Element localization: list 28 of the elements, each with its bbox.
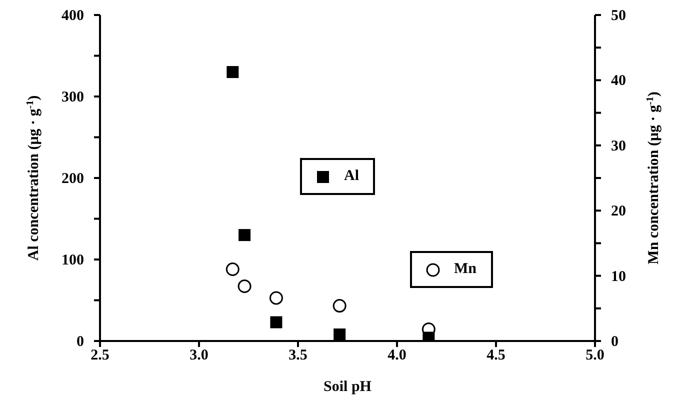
point — [238, 279, 252, 293]
y2-tick-label: 0 — [611, 334, 618, 350]
y-tick-label: 400 — [62, 8, 84, 24]
y-tick-label: 0 — [76, 334, 84, 350]
point — [226, 262, 240, 276]
x-tick-label: 4.5 — [486, 348, 506, 364]
point — [332, 299, 346, 313]
y-tick-label: 300 — [62, 90, 84, 106]
point — [238, 229, 251, 242]
y2-tick-label: 30 — [611, 138, 626, 154]
y2-tick-label: 20 — [611, 204, 626, 220]
point — [269, 291, 283, 305]
x-tick-label: 2.5 — [90, 348, 110, 364]
x-tick-label: 3.0 — [190, 348, 208, 364]
y2-tick-label: 10 — [611, 268, 626, 285]
x-axis-title: Soil pH — [324, 379, 372, 395]
point — [334, 328, 346, 340]
point — [226, 66, 239, 78]
y-tick-label: 200 — [62, 171, 84, 187]
y2-tick-label: 40 — [611, 73, 626, 90]
legend-label: Al — [344, 168, 359, 185]
x-tick-label: 3.5 — [288, 348, 308, 364]
y-tick-label: 100 — [62, 252, 84, 268]
x-tick-label: 4.0 — [388, 348, 406, 364]
x-tick-label: 5.0 — [586, 348, 604, 364]
y2-tick-label: 50 — [611, 8, 626, 24]
legend-label: Mn — [454, 261, 476, 278]
point — [270, 316, 282, 328]
